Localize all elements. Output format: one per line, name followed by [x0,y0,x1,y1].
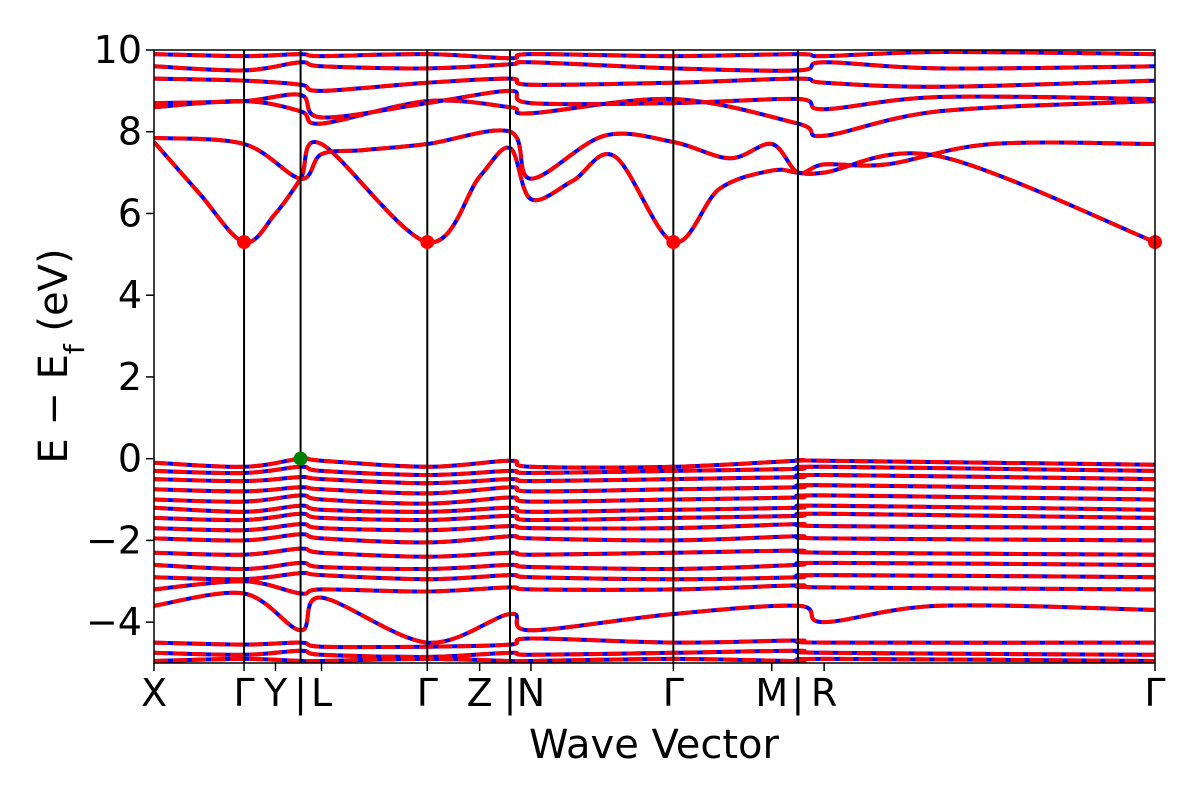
high-symmetry-lines-layer [243,50,799,663]
valence-band-0-red-dashed [154,456,1155,470]
valence-band-13-red-dashed [154,590,1155,645]
x-tick-label: | [504,671,517,716]
cbm-marker-0 [237,235,252,250]
conduction-band-1-red-dashed [154,128,1155,181]
extrema-markers-layer [237,235,1162,466]
y-tick-label: −4 [86,600,142,644]
x-tick-label: Γ [233,671,254,715]
y-tick-label: 0 [118,437,142,481]
y-tick-label: 8 [118,110,142,154]
valence-band-12-blue [154,579,1155,596]
conduction-band-3-red-dashed [154,88,1155,120]
y-tick-label: 2 [118,355,142,399]
x-tick-label: Γ [417,671,438,715]
x-tick-label: X [141,671,167,715]
conduction-band-5-red-dashed [154,60,1155,73]
vbm-marker-0 [293,451,308,466]
x-tick-label: | [294,671,307,716]
x-tick-label: Z [467,671,493,715]
x-tick-label: N [517,671,545,715]
y-axis-ticks: −4 −2 0 2 4 6 8 10 [86,28,154,644]
band-lines-layer [154,50,1155,663]
y-tick-label: −2 [86,518,142,562]
x-tick-label: Γ [663,671,684,715]
x-tick-label: Y [263,671,288,715]
y-axis-label: E − Ef (eV) [31,248,91,463]
conduction-band-0-blue [154,140,1155,245]
conduction-band-2-red-dashed [154,96,1155,139]
y-tick-label: 4 [118,273,142,317]
valence-band-5-red-dashed [154,503,1155,514]
y-tick-label: 10 [94,28,142,72]
valence-band-12-red-dashed [154,579,1155,596]
x-tick-label: Γ [1144,671,1165,715]
x-tick-label: L [311,671,332,715]
plot-frame [153,49,1156,664]
x-tick-label: M [755,671,788,715]
valence-band-10-red-dashed [154,560,1155,572]
x-tick-label: | [792,671,805,716]
x-axis-label: Wave Vector [529,722,780,768]
x-tick-label: R [811,671,837,715]
conduction-band-0-red-dashed [154,140,1155,245]
cbm-marker-2 [666,235,681,250]
x-axis-ticks: X Γ Y | L Γ Z | N Γ M | R Γ [141,663,1166,716]
y-tick-label: 6 [118,191,142,235]
cbm-marker-1 [420,235,435,250]
